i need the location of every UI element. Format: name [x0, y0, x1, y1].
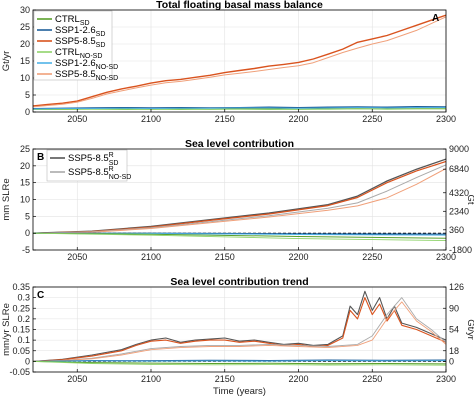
y-tick-label: 10: [20, 73, 30, 83]
x-tick-label: 2250: [362, 252, 382, 262]
x-tick-label: 2050: [67, 114, 87, 124]
y-tick-label: 15: [20, 56, 30, 66]
y-right-tick-label: 6840: [449, 164, 469, 174]
y-tick-label: -0.05: [9, 367, 30, 377]
y-right-tick-label: 9000: [449, 144, 469, 154]
series-line-8: [33, 232, 446, 242]
x-axis-label: Time (years): [213, 386, 266, 397]
legend-entry: SSP5-8.5NO-SD: [55, 69, 118, 82]
y-tick-label: 25: [20, 22, 30, 32]
x-tick-label: 2050: [67, 252, 87, 262]
y-tick-label: 0.05: [12, 346, 30, 356]
y-right-tick-label: 360: [449, 225, 464, 235]
y-tick-label: 15: [20, 178, 30, 188]
y-axis-label-right: Gt/yr: [465, 319, 474, 340]
series-line-1: [33, 290, 446, 362]
y-tick-label: 0.1: [17, 335, 30, 345]
y-tick-label: 10: [20, 195, 30, 205]
legend-entry: CTRLSD: [55, 14, 90, 27]
series-line-7: [33, 232, 446, 239]
y-right-tick-label: 126: [449, 282, 464, 292]
panel-title: Total floating basal mass balance: [156, 0, 323, 11]
series-group: [33, 290, 446, 366]
x-tick-label: 2300: [436, 114, 456, 124]
legend-entry: CTRLNO-SD: [55, 47, 102, 60]
y-axis-label: mm SLRe: [1, 178, 12, 220]
series-line-1: [33, 14, 446, 107]
series-line-6: [33, 360, 446, 362]
y-tick-label: 20: [20, 161, 30, 171]
x-tick-label: 2300: [436, 374, 456, 384]
y-tick-label: -5: [22, 245, 30, 255]
series-group: [33, 158, 446, 242]
y-axis-label: mm/yr SLRe: [1, 303, 12, 356]
panel-letter: A: [432, 13, 439, 24]
panel-letter: C: [37, 290, 44, 301]
grid: [33, 286, 447, 373]
y-tick-label: 30: [20, 5, 30, 15]
series-line-4: [33, 168, 446, 234]
y-tick-label: 5: [25, 90, 30, 100]
legend-entry: SSP1-2.6NO-SD: [55, 58, 118, 71]
legend-box: [46, 149, 128, 182]
y-axis-label-right: Gt: [465, 194, 474, 204]
x-tick-label: 2100: [141, 114, 161, 124]
series-line-3: [33, 164, 446, 234]
series-line-6: [33, 107, 446, 110]
y-right-tick-label: 18: [449, 346, 459, 356]
y-tick-label: 5: [25, 211, 30, 221]
legend-entry: SSP5-8.5R NO-SD: [68, 166, 131, 181]
x-tick-label: 2150: [215, 114, 235, 124]
series-group: [33, 14, 446, 111]
series-line-8: [33, 360, 446, 366]
y-right-tick-label: 90: [449, 303, 459, 313]
x-tick-label: 2200: [288, 374, 308, 384]
panel-c: Sea level contribution trend 2050 2100 2150…: [1, 276, 474, 397]
legend-box: [33, 10, 113, 81]
x-tick-label: 2300: [436, 252, 456, 262]
x-tick-label: 2150: [215, 374, 235, 384]
y-tick-label: 20: [20, 39, 30, 49]
series-line-5: [33, 108, 446, 111]
panel-letter: B: [37, 152, 44, 163]
y-tick-label: 0: [25, 107, 30, 117]
y-tick-label: 0.3: [17, 293, 30, 303]
y-tick-label: 0: [25, 228, 30, 238]
panel-title: Sea level contribution: [185, 138, 294, 150]
y-right-tick-label: 54: [449, 325, 459, 335]
panel-title: Sea level contribution trend: [170, 276, 308, 288]
legend-entry: SSP5-8.5R SD: [68, 152, 118, 167]
y-tick-label: 0.2: [17, 314, 30, 324]
y-right-tick-label: -1800: [449, 245, 472, 255]
y-tick-label: 0.15: [12, 325, 30, 335]
x-tick-label: 2200: [288, 114, 308, 124]
y-right-tick-label: 4320: [449, 188, 469, 198]
y-right-tick-label: 2340: [449, 206, 469, 216]
legend-entry: SSP1-2.6SD: [55, 25, 105, 38]
y-axis-label: Gt/yr: [1, 51, 12, 72]
x-tick-label: 2200: [288, 252, 308, 262]
series-line-3: [33, 297, 446, 362]
legend: CTRLSDSSP1-2.6SDSSP5-8.5SDCTRLNO-SDSSP1-…: [33, 10, 118, 82]
y-tick-label: 0.25: [12, 303, 30, 313]
series-line-4: [33, 301, 446, 362]
x-tick-label: 2050: [67, 374, 87, 384]
x-tick-label: 2150: [215, 252, 235, 262]
y-tick-label: 0.35: [12, 282, 30, 292]
y-tick-label: 25: [20, 144, 30, 154]
series-line-7: [33, 360, 446, 365]
x-tick-label: 2100: [141, 252, 161, 262]
x-tick-label: 2250: [362, 114, 382, 124]
x-tick-label: 2100: [141, 374, 161, 384]
y-right-tick-label: 0: [449, 356, 454, 366]
x-tick-label: 2250: [362, 374, 382, 384]
legend-entry: SSP5-8.5SD: [55, 36, 105, 49]
series-line-2: [33, 16, 446, 108]
y-tick-label: 0: [25, 356, 30, 366]
